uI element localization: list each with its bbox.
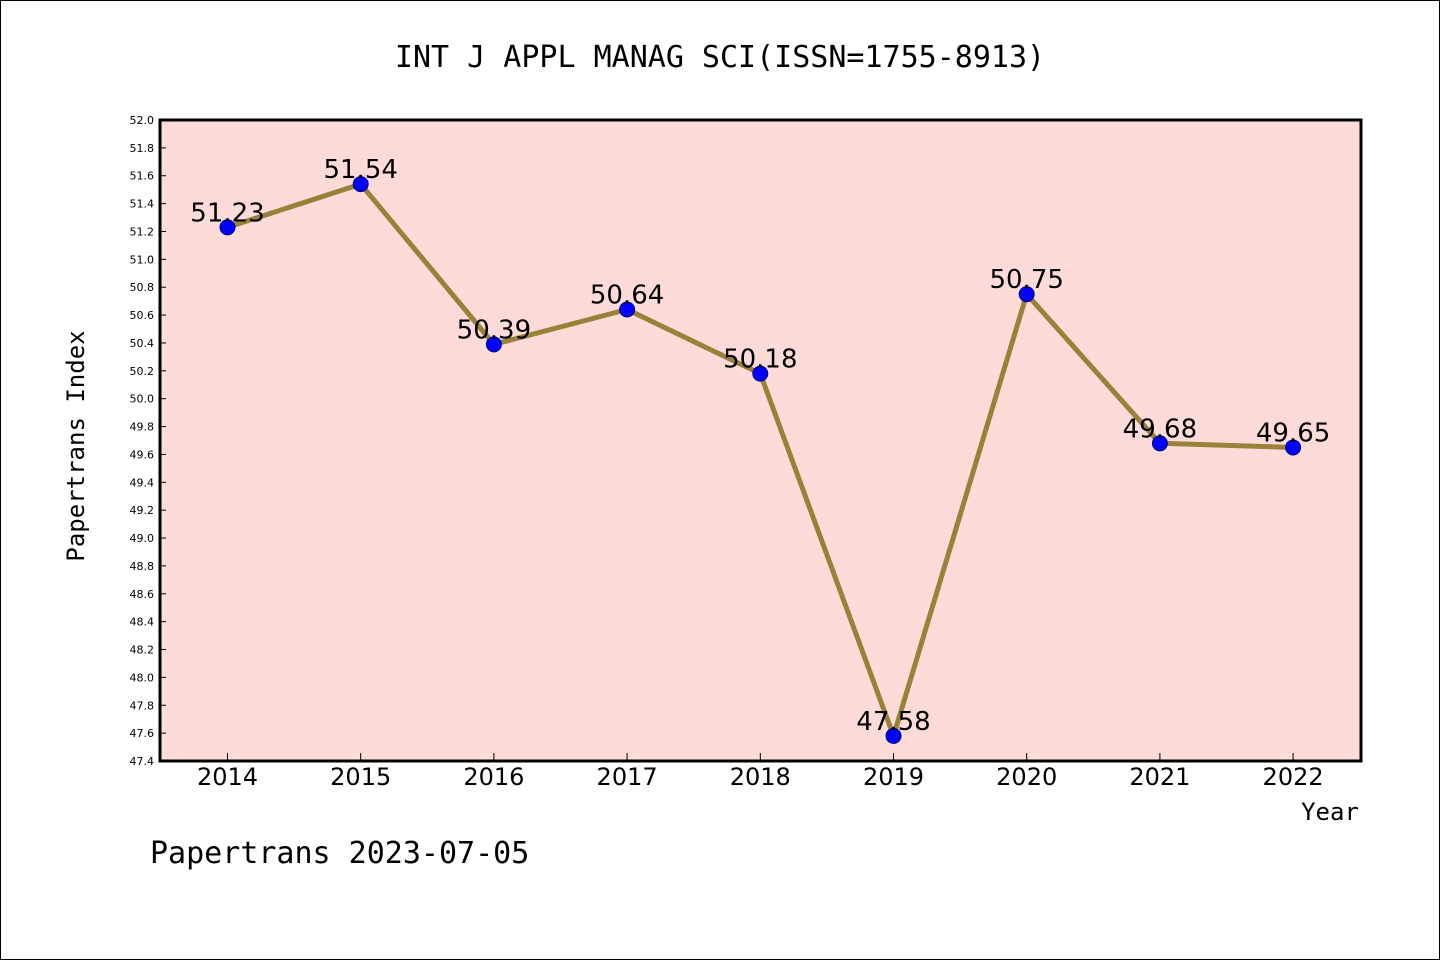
y-tick-label: 51.4 — [130, 198, 155, 211]
x-axis: 2014 2015 2016 2017 2018 2019 2020 2021 2022 — [197, 753, 1324, 791]
y-tick-label: 51.8 — [130, 142, 155, 155]
y-tick-label: 48.8 — [130, 560, 155, 573]
data-point — [752, 365, 769, 382]
y-tick-label: 49.4 — [130, 476, 155, 489]
data-label: 50.18 — [723, 345, 797, 375]
x-tick-label: 2019 — [863, 763, 924, 791]
data-label: 51.23 — [190, 198, 264, 228]
x-tick-label: 2018 — [730, 763, 791, 791]
y-tick-label: 48.4 — [130, 616, 155, 629]
x-tick-label: 2014 — [197, 763, 258, 791]
chart-title: INT J APPL MANAG SCI(ISSN=1755-8913) — [395, 40, 1045, 75]
y-tick-label: 50.4 — [130, 337, 155, 350]
y-tick-label: 49.6 — [130, 448, 155, 461]
y-tick-label: 52.0 — [130, 114, 155, 127]
x-axis-label: Year — [1301, 798, 1359, 826]
data-label: 51.54 — [323, 155, 397, 185]
y-axis-label: Papertrans Index — [62, 330, 90, 561]
y-tick-label: 47.8 — [130, 699, 155, 712]
y-tick-label: 50.6 — [130, 309, 155, 322]
y-tick-label: 51.6 — [130, 170, 155, 183]
data-point — [352, 176, 369, 193]
y-tick-label: 50.2 — [130, 365, 155, 378]
x-tick-label: 2021 — [1129, 763, 1190, 791]
footer-text: Papertrans 2023-07-05 — [150, 836, 529, 871]
y-tick-label: 47.6 — [130, 727, 155, 740]
y-tick-label: 49.0 — [130, 532, 155, 545]
data-label: 49.68 — [1123, 414, 1197, 444]
data-label: 50.75 — [989, 265, 1063, 295]
x-tick-label: 2015 — [330, 763, 391, 791]
data-point — [885, 727, 902, 744]
x-tick-label: 2020 — [996, 763, 1057, 791]
y-tick-label: 50.0 — [130, 393, 155, 406]
y-axis: 47.4 47.6 47.8 48.0 48.2 48.4 48.6 48.8 49.0 49.2… — [130, 114, 166, 768]
data-point — [485, 336, 502, 353]
y-tick-label: 51.0 — [130, 253, 155, 266]
y-tick-label: 48.6 — [130, 588, 155, 601]
data-label: 49.65 — [1256, 418, 1330, 448]
y-tick-label: 50.8 — [130, 281, 155, 294]
series-layer: 51.23 51.54 50.39 50.64 50.18 47.58 50.75 49.68… — [190, 155, 1330, 744]
y-tick-label: 48.0 — [130, 671, 155, 684]
x-tick-label: 2017 — [597, 763, 658, 791]
data-label: 47.58 — [856, 707, 930, 737]
x-tick-label: 2022 — [1263, 763, 1324, 791]
data-point — [1018, 286, 1035, 303]
y-tick-label: 49.8 — [130, 421, 155, 434]
data-point — [619, 301, 636, 318]
y-tick-label: 48.2 — [130, 644, 155, 657]
data-label: 50.39 — [457, 315, 531, 345]
data-label: 50.64 — [590, 281, 664, 311]
data-point — [1151, 435, 1168, 452]
y-tick-label: 47.4 — [130, 755, 155, 768]
data-point — [1285, 439, 1302, 456]
plot-border — [158, 118, 1363, 763]
data-point — [219, 219, 236, 236]
y-tick-label: 49.2 — [130, 504, 155, 517]
y-tick-label: 51.2 — [130, 225, 155, 238]
x-tick-label: 2016 — [463, 763, 524, 791]
